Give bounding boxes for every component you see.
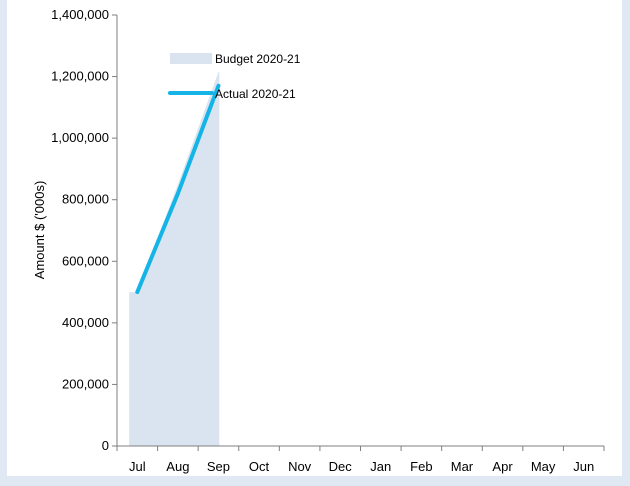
legend-label-budget: Budget 2020-21 [215, 52, 301, 66]
chart: Amount $ ('000s) 0 200,000 400,000 600,000 8… [32, 7, 605, 474]
x-tick-label: May [531, 459, 556, 474]
legend-swatch-budget [170, 53, 212, 64]
x-tick-label: Apr [492, 459, 513, 474]
legend-label-actual: Actual 2020-21 [215, 87, 296, 101]
plot-area: 0 200,000 400,000 600,000 800,000 1,000,000 1,… [51, 7, 605, 474]
x-tick-label: Dec [329, 459, 353, 474]
y-axis-title: Amount $ ('000s) [32, 181, 47, 280]
budget-area [129, 71, 220, 446]
x-tick-label: Jun [573, 459, 594, 474]
x-tick-label: Aug [166, 459, 189, 474]
x-tick-label: Jul [129, 459, 146, 474]
x-tick-label: Nov [288, 459, 312, 474]
legend: Budget 2020-21 Actual 2020-21 [168, 52, 301, 101]
x-tick-label: Sep [207, 459, 230, 474]
y-tick-label: 0 [102, 438, 109, 453]
chart-frame: Amount $ ('000s) 0 200,000 400,000 600,000 8… [7, 0, 622, 476]
y-tick-label: 1,400,000 [51, 7, 109, 22]
y-tick-label: 200,000 [62, 376, 109, 391]
x-tick-label: Jan [370, 459, 391, 474]
y-tick-label: 800,000 [62, 192, 109, 207]
x-tick-label: Feb [410, 459, 432, 474]
y-tick-label: 1,200,000 [51, 69, 109, 84]
y-tick-label: 1,000,000 [51, 130, 109, 145]
x-tick-label: Mar [451, 459, 474, 474]
y-axis-title-group: Amount $ ('000s) [32, 181, 47, 280]
y-tick-label: 600,000 [62, 253, 109, 268]
y-tick-label: 400,000 [62, 315, 109, 330]
x-tick-label: Oct [249, 459, 270, 474]
